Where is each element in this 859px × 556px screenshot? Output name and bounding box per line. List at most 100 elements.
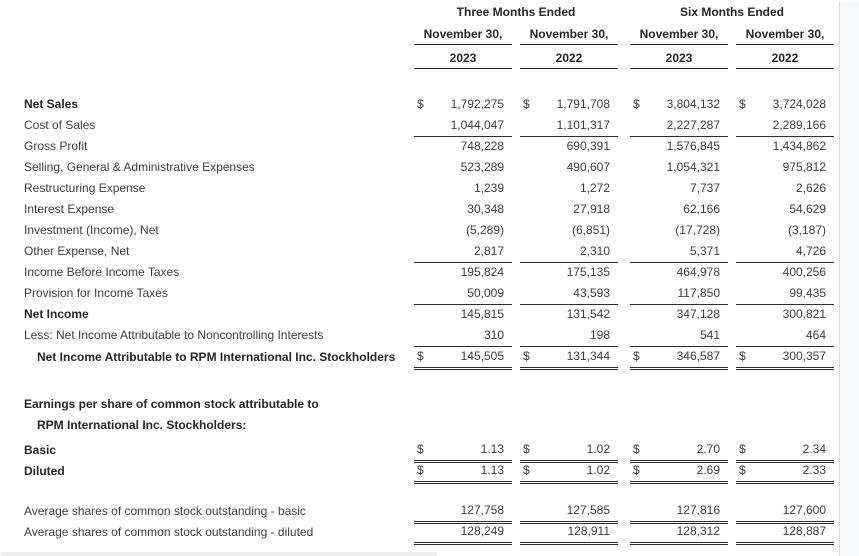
column-gap (618, 415, 630, 436)
column-gap (512, 325, 520, 346)
table-row: Interest Expense 30,348 27,918 62,166 54,629 (0, 199, 834, 220)
currency-cell (736, 199, 753, 220)
currency-cell (520, 115, 537, 137)
value-cell (647, 394, 728, 415)
table-row: Earnings per share of common stock attri… (0, 394, 834, 415)
value-cell: 1.13 (431, 440, 512, 463)
currency-cell (736, 241, 753, 263)
value-cell: 1,239 (473, 181, 504, 195)
spacer (0, 368, 834, 394)
currency-cell (630, 283, 647, 305)
currency-symbol-cell: $ (630, 461, 647, 484)
currency-cell (520, 178, 537, 199)
currency-cell (414, 115, 431, 137)
value-cell: 127,816 (647, 502, 728, 524)
currency-symbol-cell: $ (414, 346, 431, 370)
value-cell: 2,817 (431, 241, 512, 263)
value-cell: 464 (753, 325, 835, 347)
currency-symbol-cell: $ (633, 97, 640, 111)
currency-symbol-cell: $ (630, 440, 647, 463)
currency-cell (520, 283, 537, 305)
value-cell: 464,978 (676, 265, 720, 279)
table-row: RPM International Inc. Stockholders: (0, 415, 834, 436)
value-cell: 128,312 (647, 522, 728, 545)
value-cell: 690,391 (566, 139, 610, 153)
value-cell: 198 (537, 325, 618, 347)
value-cell: 128,249 (431, 522, 512, 545)
table-row: Net Income 145,815 131,542 347,128 300,821 (0, 304, 834, 325)
column-gap (512, 115, 520, 136)
currency-cell (414, 415, 431, 436)
column-gap (512, 304, 520, 325)
spacer-row (0, 482, 834, 502)
currency-symbol-cell: $ (739, 97, 746, 111)
value-cell: 2,227,287 (647, 115, 728, 137)
column-gap (512, 178, 520, 199)
value-cell: 99,435 (753, 283, 835, 305)
currency-cell (414, 220, 431, 241)
row-label: Net Sales (24, 97, 79, 111)
value-cell: 523,289 (460, 160, 504, 174)
value-cell: 175,135 (566, 265, 610, 279)
column-gap (618, 157, 630, 178)
row-label: Basic (24, 443, 57, 457)
currency-cell (736, 157, 753, 178)
column-gap (512, 262, 520, 283)
value-cell: 2.33 (753, 461, 835, 484)
table-row: Less: Net Income Attributable to Noncont… (0, 325, 835, 347)
column-gap (512, 283, 520, 304)
column-gap (618, 115, 630, 136)
scrollbar-track[interactable] (839, 2, 859, 556)
table-row: Average shares of common stock outstandi… (0, 502, 835, 524)
column-gap (728, 283, 736, 304)
table-row: Restructuring Expense 1,239 1,272 7,737 2,62… (0, 178, 834, 199)
currency-symbol-cell: $ (736, 461, 753, 484)
currency-cell (520, 157, 537, 178)
currency-cell (414, 199, 431, 220)
column-gap (512, 502, 520, 522)
currency-cell (630, 522, 647, 545)
value-cell: 27,918 (573, 202, 610, 216)
value-cell: 310 (431, 325, 512, 347)
currency-cell (736, 394, 753, 415)
column-gap (728, 241, 736, 262)
column-gap (512, 522, 520, 543)
currency-cell (414, 325, 431, 347)
column-gap (728, 461, 736, 482)
month-header-row: November 30, November 30, November 30, N… (0, 24, 835, 45)
row-label: Income Before Income Taxes (24, 265, 180, 279)
value-cell: 2,310 (537, 241, 618, 263)
row-label: Less: Net Income Attributable to Noncont… (24, 328, 324, 342)
value-cell: 127,758 (431, 502, 512, 524)
column-gap (618, 44, 630, 68)
value-cell: 128,911 (537, 522, 618, 545)
currency-symbol-cell: $ (414, 461, 431, 484)
value-cell: 347,128 (676, 307, 720, 321)
value-cell: 7,737 (689, 181, 720, 195)
currency-cell (520, 502, 537, 524)
income-statement-table: Three Months Ended Six Months Ended Nove… (0, 2, 835, 545)
table-row: Income Before Income Taxes 195,824 175,135… (0, 262, 834, 283)
value-cell: 195,824 (460, 265, 504, 279)
currency-cell (630, 325, 647, 347)
value-cell: (6,851) (571, 223, 610, 237)
column-gap (618, 2, 630, 24)
value-cell: (17,728) (675, 223, 720, 237)
currency-cell (630, 304, 647, 325)
value-cell: 1,101,317 (537, 115, 618, 137)
row-label: Earnings per share of common stock attri… (24, 397, 319, 411)
currency-cell (630, 241, 647, 263)
income-statement-body: Net Sales $1,792,275 $1,791,708 $3,804,132 $… (0, 94, 835, 545)
currency-cell (736, 304, 753, 325)
column-header-month-4: November 30, (736, 24, 835, 45)
column-gap (512, 346, 520, 368)
currency-cell (520, 262, 537, 283)
value-cell: 131,344 (537, 346, 618, 370)
value-cell: 145,505 (431, 346, 512, 370)
column-gap (728, 94, 736, 115)
currency-cell (414, 304, 431, 325)
table-row: Average shares of common stock outstandi… (0, 522, 835, 545)
group-header-three-months: Three Months Ended (456, 5, 576, 19)
value-cell: 300,357 (753, 346, 835, 370)
currency-symbol-cell: $ (520, 440, 537, 463)
